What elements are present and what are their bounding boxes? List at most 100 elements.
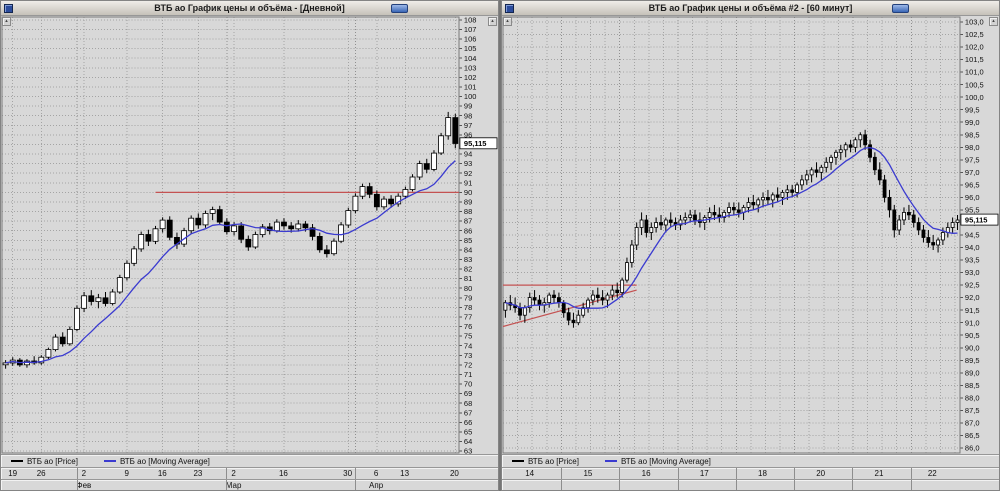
svg-text:71: 71 <box>464 370 472 379</box>
chart-corner-button-left[interactable]: ▴ <box>503 17 512 26</box>
x-tick-label: 15 <box>583 469 593 478</box>
chart-corner-button-right[interactable]: ▴ <box>989 17 998 26</box>
legend-label: ВТБ ао [Moving Average] <box>119 456 210 466</box>
svg-text:89,5: 89,5 <box>965 356 980 365</box>
price-chart[interactable]: 86,0 86,5 87,0 87,5 88,0 88,5 89,0 89,5 90,0 90,5… <box>502 16 999 454</box>
period-separator <box>910 468 912 479</box>
svg-text:86,0: 86,0 <box>965 444 980 453</box>
x-tick-label: 20 <box>449 469 459 478</box>
svg-text:99,5: 99,5 <box>965 105 980 114</box>
legend-item-price: ВТБ ао [Price] <box>11 457 78 466</box>
svg-text:90: 90 <box>464 188 472 197</box>
svg-text:83: 83 <box>464 255 472 264</box>
x-tick-label: 19 <box>8 469 18 478</box>
svg-text:67: 67 <box>464 408 472 417</box>
svg-text:77: 77 <box>464 313 472 322</box>
time-axis[interactable]: 19 26 2 9 16 23 2 16 30 6 13 20 <box>1 467 498 479</box>
chart-area[interactable]: 86,0 86,5 87,0 87,5 88,0 88,5 89,0 89,5 90,0 90,5… <box>502 16 999 454</box>
legend-item-price: ВТБ ао [Price] <box>512 457 579 466</box>
window-title: ВТБ ао График цены и объёма - [Дневной] <box>154 3 345 13</box>
chart-corner-button-left[interactable]: ▴ <box>2 17 11 26</box>
chart-area[interactable]: 63 64 65 66 67 68 69 70 71 72 73 74 75 76 77 78 79 80 81 82… <box>1 16 498 454</box>
legend: ВТБ ао [Price] ВТБ ао [Moving Average] <box>502 454 999 467</box>
svg-text:103: 103 <box>464 63 477 72</box>
x-tick-label: 21 <box>874 469 884 478</box>
svg-text:95,115: 95,115 <box>464 139 487 148</box>
time-axis[interactable]: 14 15 16 17 18 20 21 22 <box>502 467 999 479</box>
svg-text:90,5: 90,5 <box>965 331 980 340</box>
svg-text:79: 79 <box>464 293 472 302</box>
x-tick-label: 16 <box>641 469 651 478</box>
titlebar[interactable]: ВТБ ао График цены и объёма - [Дневной] <box>1 1 498 16</box>
svg-text:93: 93 <box>464 159 472 168</box>
price-chart[interactable]: 6364656667686970717273747576777879808182… <box>1 16 498 454</box>
chart-window-daily[interactable]: ВТБ ао График цены и объёма - [Дневной] … <box>0 0 499 491</box>
x-tick-label: 30 <box>343 469 353 478</box>
svg-text:102: 102 <box>464 73 477 82</box>
svg-text:106: 106 <box>464 35 477 44</box>
x-tick-label: 26 <box>36 469 46 478</box>
period-separator <box>910 480 912 490</box>
x-tick-label: 14 <box>525 469 535 478</box>
x-tick-label: 23 <box>193 469 203 478</box>
svg-text:102,0: 102,0 <box>965 43 984 52</box>
period-separator <box>354 480 356 490</box>
price-axis[interactable] <box>960 16 999 454</box>
svg-text:70: 70 <box>464 380 472 389</box>
svg-text:99: 99 <box>464 102 472 111</box>
svg-text:105: 105 <box>464 44 477 53</box>
svg-text:63: 63 <box>464 447 472 454</box>
chart-corner-button-right[interactable]: ▴ <box>488 17 497 26</box>
x-tick-label: 20 <box>816 469 826 478</box>
svg-text:89: 89 <box>464 198 472 207</box>
svg-text:100: 100 <box>464 92 477 101</box>
svg-text:98,0: 98,0 <box>965 143 980 152</box>
svg-text:78: 78 <box>464 303 472 312</box>
chart-toolbar-button[interactable] <box>391 4 408 13</box>
period-separator <box>561 468 563 479</box>
legend: ВТБ ао [Price] ВТБ ао [Moving Average] <box>1 454 498 467</box>
x-tick-label: 22 <box>927 469 937 478</box>
svg-text:74: 74 <box>464 341 472 350</box>
svg-text:100,5: 100,5 <box>965 80 984 89</box>
svg-text:98: 98 <box>464 111 472 120</box>
svg-text:103,0: 103,0 <box>965 18 984 27</box>
svg-text:108: 108 <box>464 16 477 24</box>
svg-text:100,0: 100,0 <box>965 93 984 102</box>
titlebar[interactable]: ВТБ ао График цены и объёма #2 - [60 мин… <box>502 1 999 16</box>
x-tick-label: 2 <box>231 469 236 478</box>
svg-text:75: 75 <box>464 332 472 341</box>
window-icon <box>505 3 514 13</box>
svg-text:97: 97 <box>464 121 472 130</box>
month-label: Апр <box>369 481 384 490</box>
price-axis[interactable] <box>459 16 498 454</box>
chart-window-hourly[interactable]: ВТБ ао График цены и объёма #2 - [60 мин… <box>501 0 1000 491</box>
svg-text:87,0: 87,0 <box>965 419 980 428</box>
svg-text:80: 80 <box>464 284 472 293</box>
svg-text:94,5: 94,5 <box>965 231 980 240</box>
period-separator <box>794 480 796 490</box>
svg-text:90,0: 90,0 <box>965 343 980 352</box>
svg-text:104: 104 <box>464 54 477 63</box>
legend-label: ВТБ ао [Moving Average] <box>620 456 711 466</box>
svg-text:99,0: 99,0 <box>965 118 980 127</box>
legend-label: ВТБ ао [Price] <box>528 456 579 466</box>
svg-text:102,5: 102,5 <box>965 30 984 39</box>
svg-text:94: 94 <box>464 150 472 159</box>
period-separator <box>852 468 854 479</box>
period-separator <box>677 480 679 490</box>
chart-toolbar-button[interactable] <box>892 4 909 13</box>
svg-text:66: 66 <box>464 418 472 427</box>
svg-text:68: 68 <box>464 399 472 408</box>
period-separator <box>619 480 621 490</box>
svg-text:91,5: 91,5 <box>965 306 980 315</box>
svg-text:65: 65 <box>464 428 472 437</box>
x-tick-label: 6 <box>373 469 379 478</box>
svg-text:107: 107 <box>464 25 477 34</box>
svg-text:73: 73 <box>464 351 472 360</box>
svg-text:98,5: 98,5 <box>965 130 980 139</box>
svg-text:72: 72 <box>464 360 472 369</box>
svg-text:95,5: 95,5 <box>965 206 980 215</box>
svg-text:84: 84 <box>464 246 472 255</box>
